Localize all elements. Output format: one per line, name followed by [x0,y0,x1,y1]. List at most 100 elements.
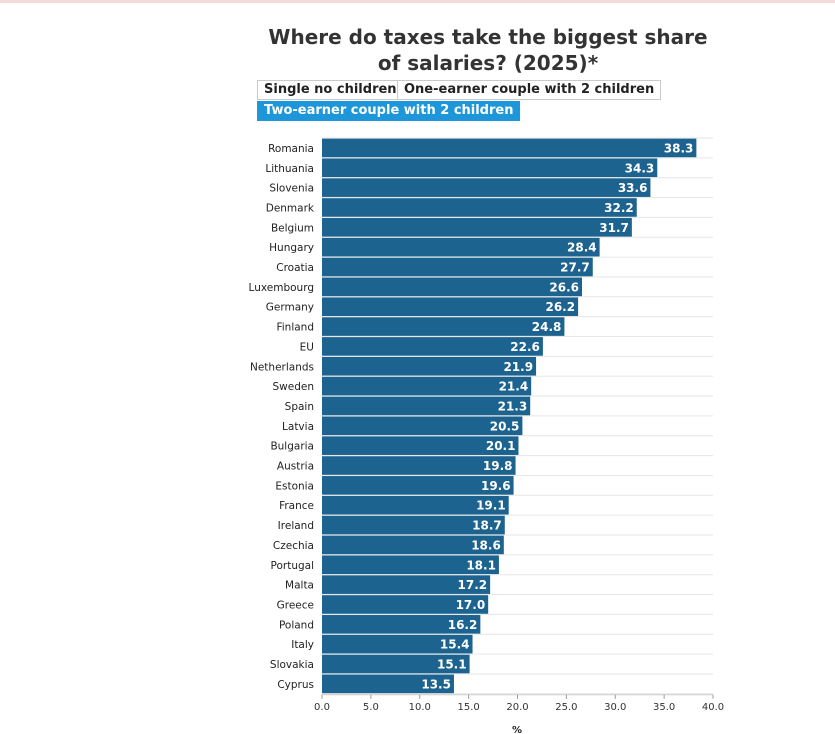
bars [322,138,697,694]
bar-croatia[interactable] [322,257,593,277]
bar-italy[interactable] [322,634,473,654]
top-accent-line [0,0,835,3]
value-label: 19.6 [481,479,511,493]
value-label: 21.4 [499,380,529,394]
bar-denmark[interactable] [322,198,637,217]
value-label: 19.1 [476,499,506,513]
value-label: 38.3 [664,141,694,155]
value-label: 21.3 [498,399,528,413]
x-tick-label: 20.0 [506,702,528,713]
value-label: 28.4 [567,241,597,255]
value-label: 18.7 [472,519,502,533]
tab-two-earner-couple[interactable]: Two-earner couple with 2 children [257,101,521,121]
x-tick-label: 15.0 [457,702,479,713]
bar-austria[interactable] [322,456,516,475]
category-label: Slovakia [270,659,314,671]
bar-sweden[interactable] [322,376,532,396]
bar-czechia[interactable] [322,535,504,555]
x-tick-label: 25.0 [555,702,577,713]
bar-lithuania[interactable] [322,158,658,178]
value-label: 31.7 [599,221,629,235]
x-tick-label: 40.0 [702,702,724,713]
bar-germany[interactable] [322,297,579,317]
bar-malta[interactable] [322,575,491,594]
value-label: 15.1 [437,658,467,672]
value-label: 17.0 [456,598,486,612]
bar-finland[interactable] [322,317,565,336]
bar-cyprus[interactable] [322,674,454,694]
value-label: 15.4 [440,638,470,652]
category-label: Croatia [276,262,314,274]
category-label: Spain [285,401,314,413]
bar-eu[interactable] [322,337,543,356]
value-label: 32.2 [604,201,634,215]
value-label: 22.6 [510,340,540,354]
category-label: Luxembourg [249,282,314,294]
category-label: Portugal [271,560,315,572]
tab-single-no-children[interactable]: Single no children [257,80,404,100]
category-label: Malta [285,580,314,592]
value-label: 26.6 [549,280,579,294]
bar-poland[interactable] [322,615,481,634]
value-labels: 38.3 34.3 33.6 32.2 31.728.4 27.7 26.6 26.2 24.8… [421,141,693,691]
x-axis-ticks: 0.0 5.0 10.0 15.0 20.0 25.0 30.0 35.0 40.0 [314,694,724,713]
bar-luxembourg[interactable] [322,277,583,297]
category-label: Sweden [273,381,315,393]
bar-romania[interactable] [322,138,697,158]
value-label: 13.5 [421,677,451,691]
bar-netherlands[interactable] [322,356,537,376]
bar-belgium[interactable] [322,218,632,237]
value-label: 21.9 [503,360,533,374]
category-label: Bulgaria [270,441,314,453]
bar-hungary[interactable] [322,237,600,257]
gridlines [322,137,713,695]
value-label: 19.8 [483,459,513,473]
value-label: 20.5 [490,419,520,433]
x-tick-label: 5.0 [363,702,379,713]
category-label: Greece [277,599,314,611]
category-label: Czechia [273,540,314,552]
value-label: 24.8 [532,320,562,334]
category-label: Poland [279,619,314,631]
category-label: Latvia [282,421,314,433]
value-label: 33.6 [618,181,648,195]
bar-estonia[interactable] [322,476,514,495]
category-label: Denmark [266,202,315,214]
bar-spain[interactable] [322,396,531,416]
category-label: EU [300,341,314,353]
x-tick-label: 0.0 [314,702,330,713]
x-tick-label: 10.0 [409,702,431,713]
chart-title: Where do taxes take the biggest share of… [268,25,708,75]
tab-one-earner-couple[interactable]: One-earner couple with 2 children [397,80,662,100]
category-label: Belgium [271,222,314,234]
value-label: 20.1 [486,439,516,453]
x-tick-label: 35.0 [653,702,675,713]
value-label: 18.6 [471,538,501,552]
value-label: 27.7 [560,261,590,275]
category-label: Netherlands [250,361,314,373]
x-tick-label: 30.0 [604,702,626,713]
category-label: Cyprus [277,679,314,691]
bar-bulgaria[interactable] [322,436,519,455]
category-label: Lithuania [265,163,314,175]
value-label: 34.3 [625,161,655,175]
category-label: Slovenia [269,183,314,195]
bar-slovenia[interactable] [322,178,651,197]
bar-portugal[interactable] [322,555,499,575]
bar-ireland[interactable] [322,515,505,535]
bar-france[interactable] [322,495,509,515]
category-label: Hungary [269,242,314,254]
value-label: 26.2 [545,300,575,314]
value-label: 18.1 [466,558,496,572]
category-labels: Romania Lithuania Slovenia Denmark Belgium Hu… [249,143,315,691]
category-label: Germany [266,302,314,314]
category-label: France [279,500,314,512]
category-label: Ireland [278,520,314,532]
x-axis-label: % [512,725,522,734]
bar-latvia[interactable] [322,416,523,436]
bar-greece[interactable] [322,595,489,614]
value-label: 16.2 [448,618,478,632]
bar-slovakia[interactable] [322,654,470,674]
category-label: Estonia [275,480,314,492]
